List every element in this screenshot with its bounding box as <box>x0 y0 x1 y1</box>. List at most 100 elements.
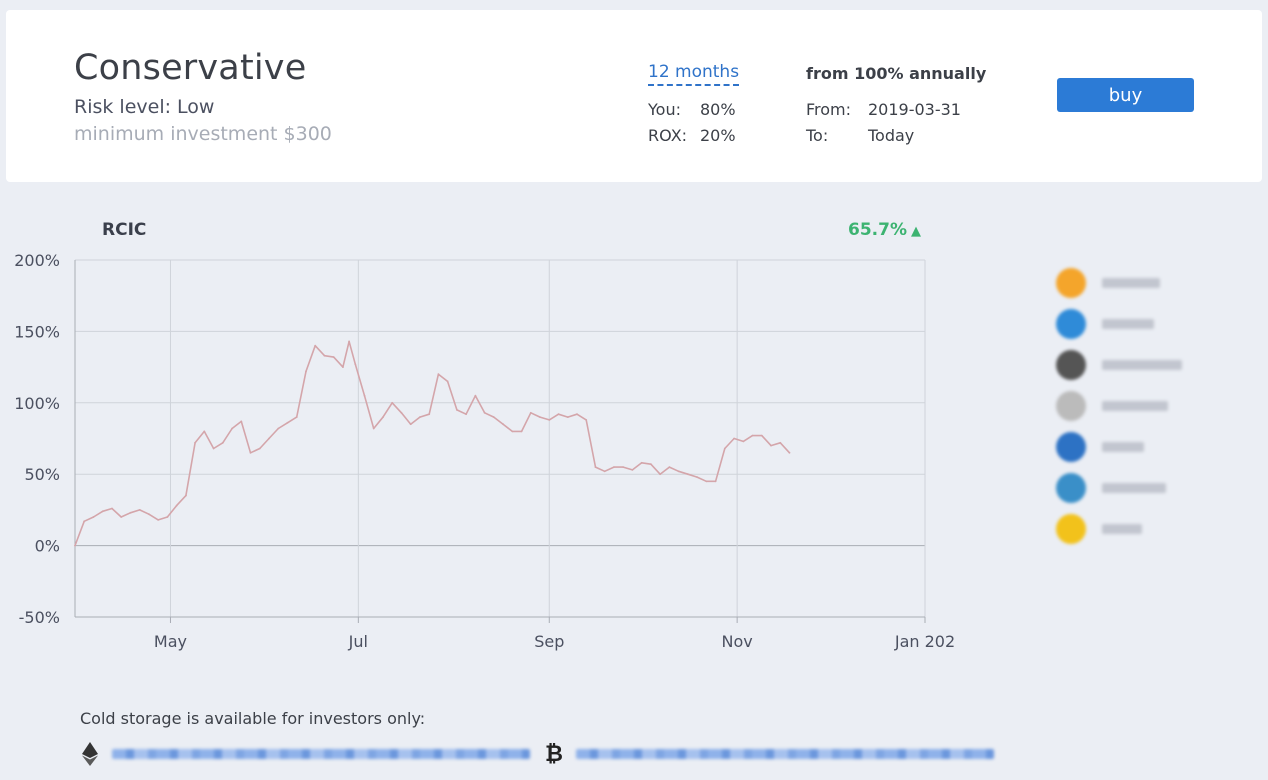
minimum-investment: minimum investment $300 <box>74 123 332 145</box>
data-point <box>631 469 634 471</box>
data-point <box>668 466 671 468</box>
legend-label-redacted <box>1102 359 1182 370</box>
data-point <box>539 416 541 418</box>
legend-label-redacted <box>1102 523 1142 534</box>
data-point <box>779 441 782 444</box>
data-point <box>372 427 375 430</box>
data-point <box>650 463 652 466</box>
data-point <box>92 516 95 518</box>
bitcoin-icon <box>1056 267 1086 298</box>
ripple-icon <box>1056 308 1086 339</box>
data-point <box>409 423 412 426</box>
data-point <box>157 519 160 521</box>
legend-item[interactable] <box>1056 426 1216 467</box>
data-point <box>677 470 680 473</box>
data-point <box>221 441 224 444</box>
data-point <box>437 373 440 376</box>
data-point <box>391 401 394 404</box>
legend-item[interactable] <box>1056 344 1216 385</box>
data-point <box>723 447 726 450</box>
data-point <box>382 416 384 418</box>
y-tick-label: -50% <box>19 608 60 627</box>
eth-wallet-address[interactable] <box>112 749 530 759</box>
y-tick-label: 200% <box>14 251 60 270</box>
data-point <box>332 356 335 358</box>
ethereum-icon <box>80 742 100 766</box>
date-to-label: To: <box>806 126 829 145</box>
date-from-value: 2019-03-31 <box>868 100 961 119</box>
data-point <box>363 394 366 397</box>
legend-label-redacted <box>1102 277 1160 288</box>
legend-item[interactable] <box>1056 262 1216 303</box>
legend-item[interactable] <box>1056 508 1216 549</box>
performance-chart: 200% 150% 100% 50% 0% -50% May Jul Sep Nov Jan 202 <box>14 251 955 651</box>
data-point <box>305 370 307 373</box>
annual-return-header: from 100% annually <box>806 64 987 83</box>
data-point <box>502 423 504 426</box>
data-point <box>203 430 206 433</box>
x-tick-label: Jan 202 <box>894 632 955 651</box>
data-point <box>705 480 708 483</box>
data-point <box>733 437 735 440</box>
share-rox-row: ROX: 20% <box>648 126 736 145</box>
data-point <box>659 473 661 476</box>
share-you-value: 80% <box>700 100 736 119</box>
data-point <box>342 366 344 368</box>
data-point <box>456 409 458 411</box>
date-to-row: To: Today <box>806 126 914 145</box>
date-to-value: Today <box>868 126 915 145</box>
data-point <box>101 510 104 513</box>
data-point <box>687 473 689 476</box>
asset-legend <box>1056 262 1216 549</box>
data-point <box>148 513 150 516</box>
legend-label-redacted <box>1102 400 1168 411</box>
data-point <box>286 421 289 424</box>
legend-item[interactable] <box>1056 467 1216 508</box>
x-tick-label: Nov <box>722 632 753 651</box>
data-point <box>175 504 178 507</box>
y-tick-label: 150% <box>14 322 60 341</box>
dash-icon <box>1056 431 1086 462</box>
data-point <box>258 447 261 450</box>
data-point <box>348 340 350 343</box>
data-point <box>714 480 717 483</box>
data-point <box>603 470 606 473</box>
data-point <box>770 444 772 447</box>
data-point <box>194 441 197 444</box>
data-point <box>788 451 791 454</box>
litecoin-icon <box>1056 390 1086 421</box>
data-point <box>465 413 467 416</box>
data-point <box>419 416 421 418</box>
data-point <box>428 413 431 416</box>
period-selector-link[interactable]: 12 months <box>648 62 740 86</box>
data-point <box>760 434 763 437</box>
data-point <box>166 516 169 518</box>
data-point <box>557 413 560 416</box>
data-point <box>696 476 698 478</box>
legend-item[interactable] <box>1056 303 1216 344</box>
data-point <box>314 344 317 347</box>
btc-wallet-address[interactable] <box>576 749 994 759</box>
ethereum-icon <box>1056 349 1086 380</box>
series-line <box>74 340 791 546</box>
data-point <box>277 427 280 430</box>
performance-value: 65.7% ▲ <box>848 220 921 240</box>
risk-level: Risk level: Low <box>74 96 215 118</box>
data-point <box>240 420 243 423</box>
data-point <box>212 447 215 450</box>
data-point <box>111 507 113 510</box>
legend-label-redacted <box>1102 318 1154 329</box>
data-point <box>323 354 326 357</box>
share-rox-label: ROX: <box>648 126 688 145</box>
legend-item[interactable] <box>1056 385 1216 426</box>
cryptocurrency-icon <box>1056 472 1086 503</box>
data-point <box>129 511 132 514</box>
data-point <box>295 416 298 418</box>
plan-title: Conservative <box>74 48 307 88</box>
data-point <box>400 411 403 414</box>
data-point <box>622 466 625 468</box>
data-point <box>613 466 615 468</box>
data-point <box>74 544 76 547</box>
data-point <box>511 430 514 433</box>
buy-button[interactable]: buy <box>1057 78 1194 112</box>
